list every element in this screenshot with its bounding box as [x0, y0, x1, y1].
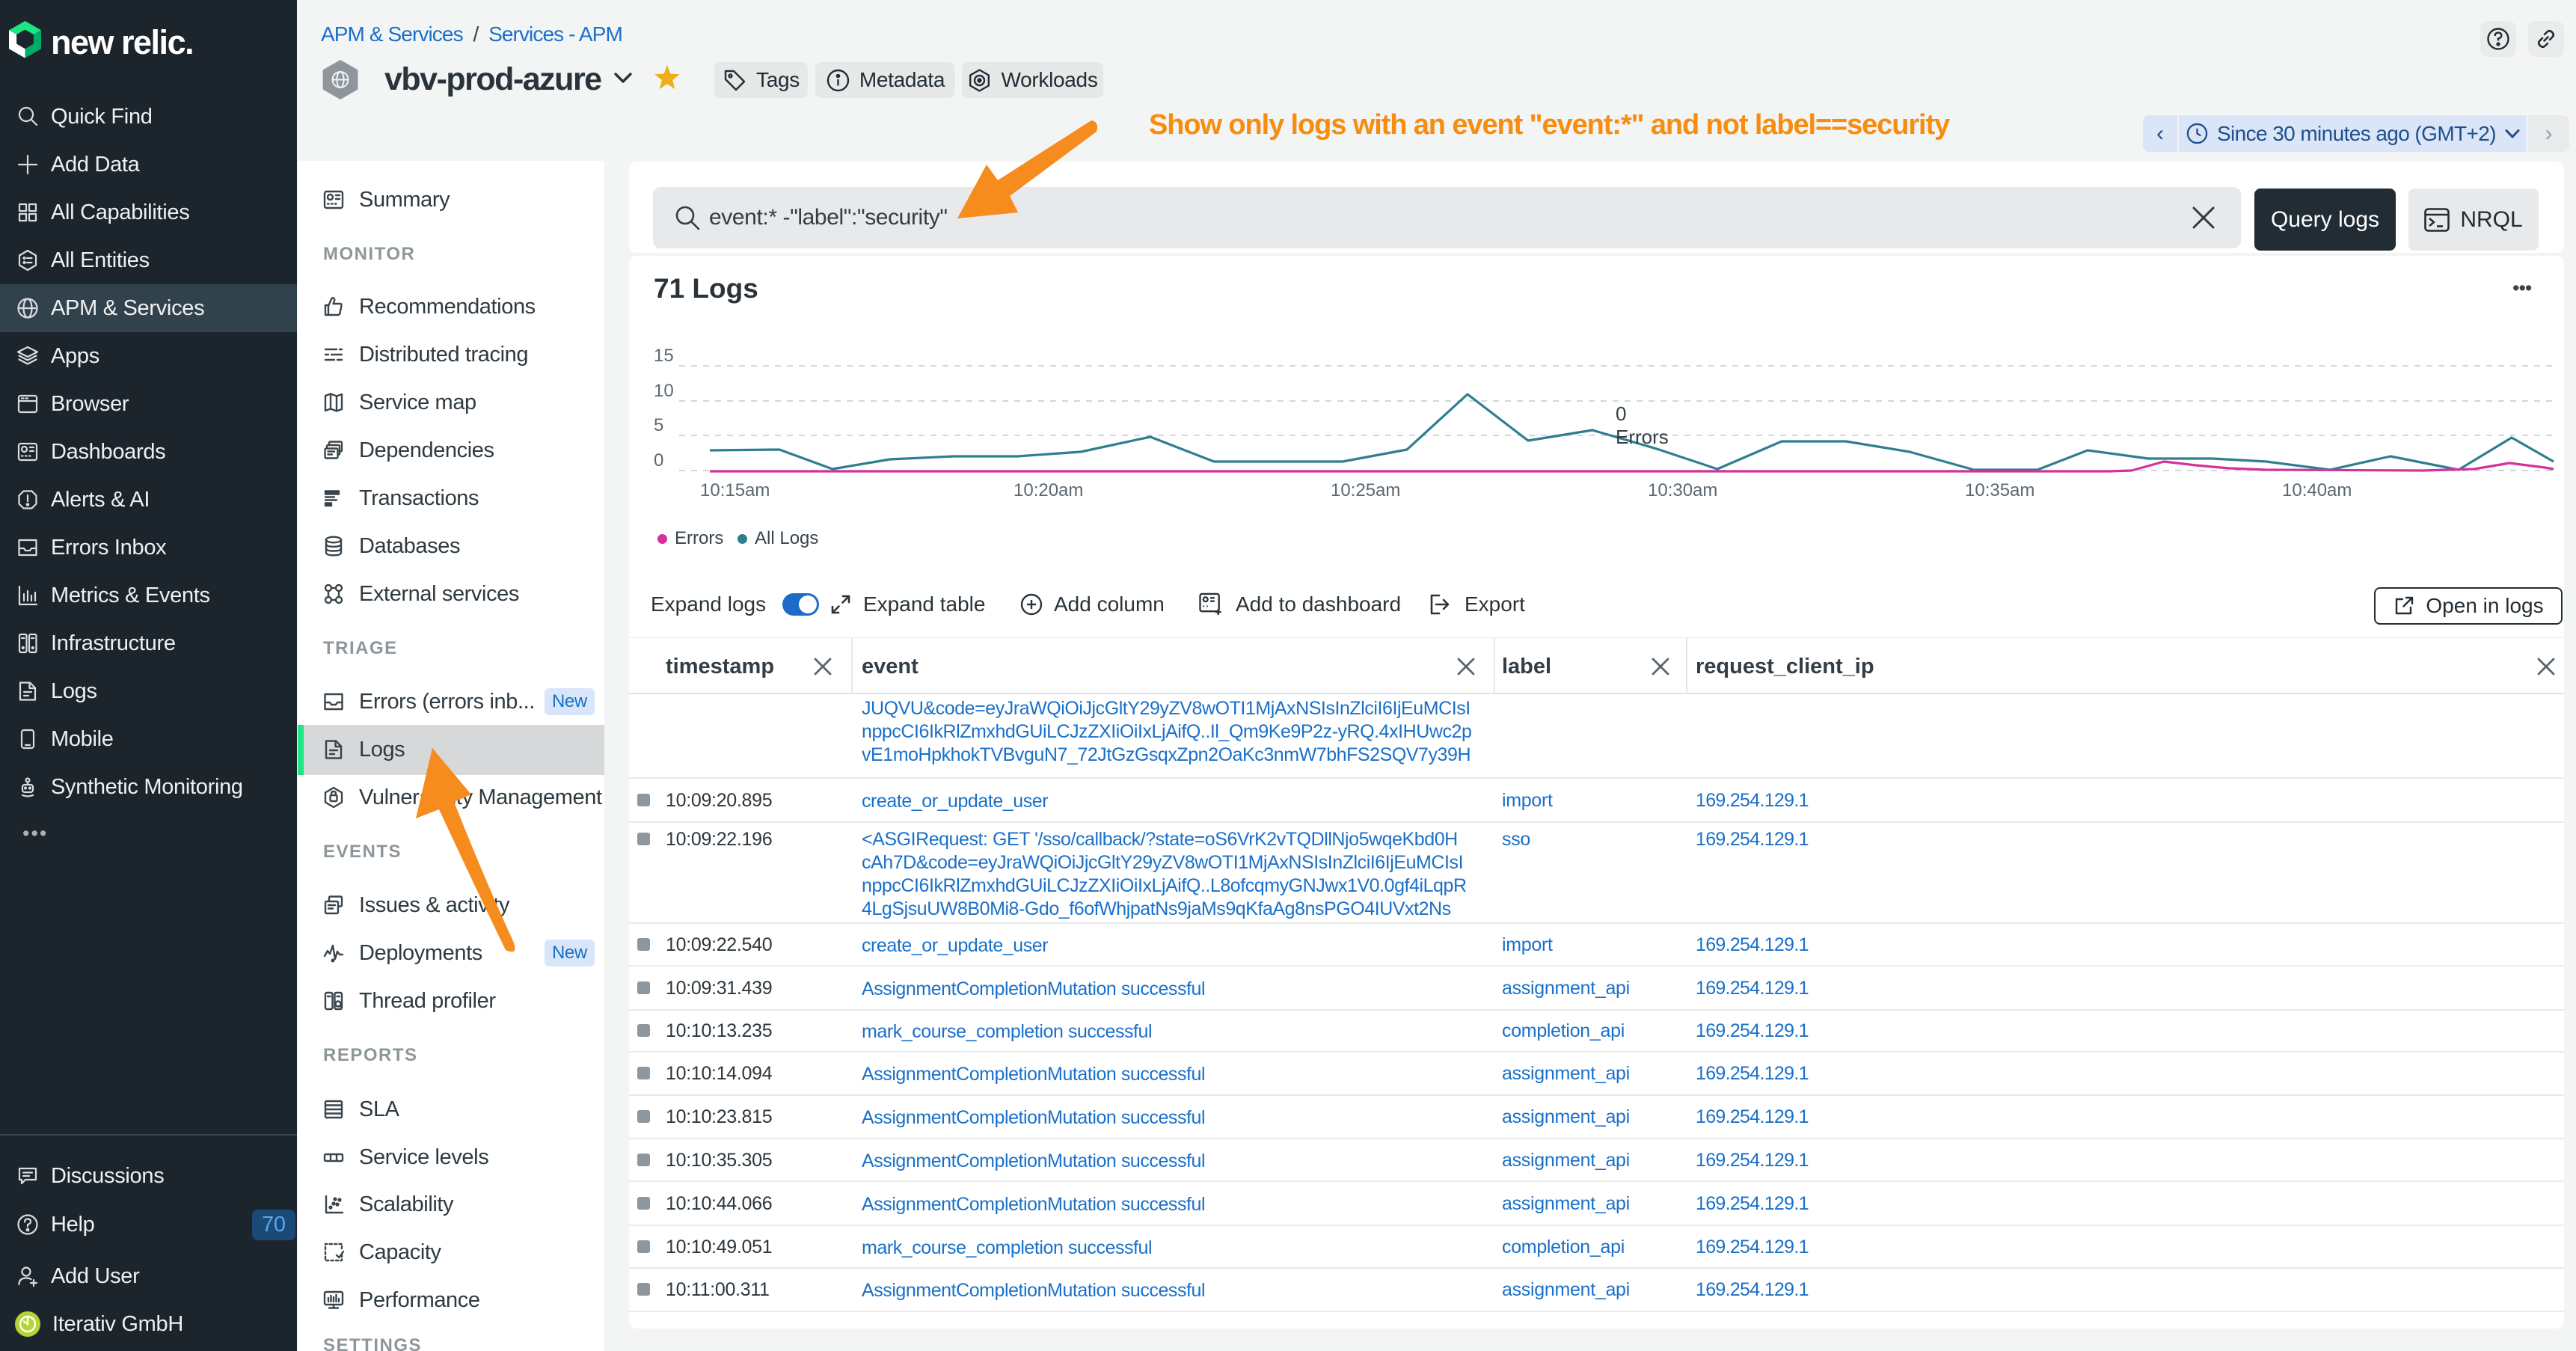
svg-text:new relic.: new relic. — [51, 23, 192, 61]
